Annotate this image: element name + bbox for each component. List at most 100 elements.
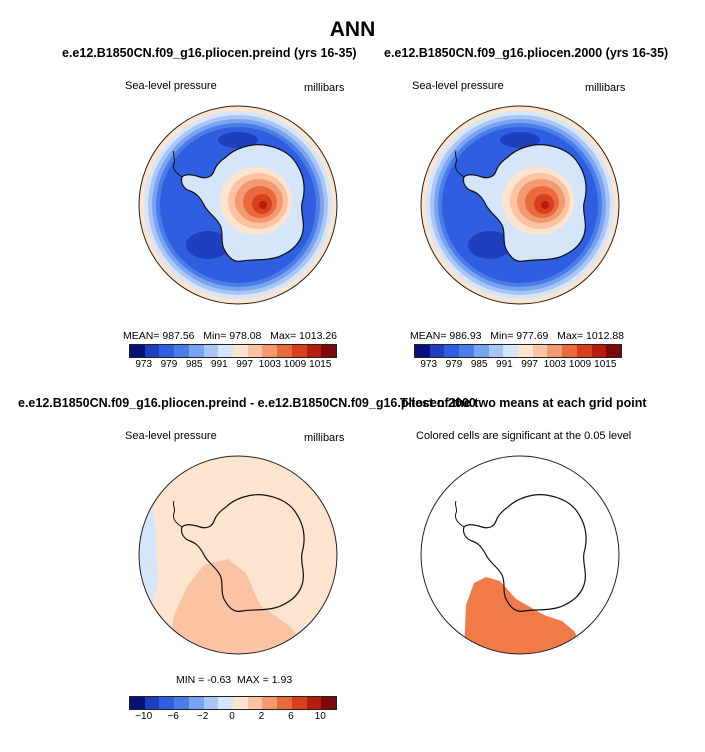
min-value: -0.63	[207, 674, 232, 686]
peninsula-coastline	[454, 500, 465, 528]
colorbar-swatch	[247, 697, 263, 709]
map-boundary	[138, 105, 338, 305]
colorbar-tick-label: 1003	[258, 359, 281, 370]
colorbar-swatch	[144, 697, 160, 709]
colorbar-swatch	[306, 345, 322, 357]
colorbar-swatch	[159, 345, 175, 357]
units-label: millibars	[304, 432, 345, 444]
colorbar	[129, 696, 337, 710]
colorbar-swatch	[321, 697, 337, 709]
antarctica-coastline-icon	[180, 144, 305, 262]
mean-value: 986.93	[449, 330, 482, 342]
low-pressure-cell	[186, 231, 230, 259]
colorbar-swatch	[291, 697, 307, 709]
colorbar-swatch	[415, 345, 430, 357]
antarctica-coastline-icon	[180, 494, 305, 612]
low-pressure-cell	[468, 231, 512, 259]
peninsula-coastline	[172, 500, 183, 528]
colorbar-swatch	[291, 345, 307, 357]
max-label: Max=	[557, 330, 584, 342]
colorbar-swatch	[233, 345, 248, 357]
colorbar-tick-label: 1009	[283, 359, 307, 370]
colorbar-tick-label: 6	[288, 711, 294, 722]
main-title: ANN	[329, 18, 376, 41]
colorbar-swatch	[277, 697, 292, 709]
high-pressure-core	[259, 201, 267, 209]
colorbar-swatch	[547, 345, 563, 357]
colorbar-swatch	[576, 345, 592, 357]
mean-label: MEAN=	[410, 330, 447, 342]
colorbar-swatch	[532, 345, 548, 357]
low-pressure-cell	[500, 132, 540, 148]
ttest-significance-map	[420, 455, 620, 655]
high-pressure-core	[541, 201, 549, 209]
slp-map-preind	[138, 105, 338, 305]
variable-label: Sea-level pressure	[125, 430, 217, 442]
map-boundary	[420, 105, 620, 305]
colorbar-swatch	[188, 345, 204, 357]
colorbar-swatch	[159, 697, 175, 709]
colorbar-swatch	[606, 345, 622, 357]
colorbar	[414, 344, 622, 358]
colorbar-swatch	[488, 345, 504, 357]
max-value: 1.93	[271, 674, 293, 686]
colorbar-swatch	[218, 345, 234, 357]
colorbar-swatch	[174, 345, 189, 357]
colorbar-swatch	[518, 345, 533, 357]
max-label: Max=	[270, 330, 297, 342]
max-value: 1013.26	[299, 330, 338, 342]
colorbar-swatch	[203, 345, 219, 357]
colorbar-tick-label: 985	[470, 359, 488, 370]
colorbar-swatch	[321, 345, 337, 357]
map-boundary	[420, 455, 620, 655]
colorbar-swatch	[306, 697, 322, 709]
colorbar-tick-label: 1015	[594, 359, 617, 370]
significance-note: Colored cells are significant at the 0.0…	[416, 430, 632, 442]
colorbar-swatch	[262, 697, 278, 709]
min-value: 977.69	[516, 330, 549, 342]
positive-difference-region	[168, 559, 308, 654]
max-value: 1012.88	[586, 330, 625, 342]
colorbar-tick-label: 997	[236, 359, 253, 370]
colorbar-swatch	[262, 345, 278, 357]
colorbar	[129, 344, 337, 358]
colorbar-swatch	[473, 345, 489, 357]
peninsula-coastline	[172, 150, 183, 178]
max-label: MAX =	[237, 674, 269, 686]
colorbar-swatch	[188, 697, 204, 709]
units-label: millibars	[304, 82, 345, 94]
colorbar-tick-label: 997	[521, 359, 538, 370]
colorbar-tick-label: 2	[258, 711, 265, 722]
colorbar-swatch	[444, 345, 460, 357]
colorbar-tick-label: 991	[496, 359, 513, 370]
colorbar-tick-label: −10	[135, 711, 153, 722]
colorbar-tick-label: −2	[196, 711, 209, 722]
colorbar-swatch	[218, 697, 234, 709]
map-boundary	[138, 455, 338, 655]
stats-line: MIN = -0.63 MAX = 1.93	[176, 674, 292, 686]
colorbar-tick-label: 1009	[568, 359, 592, 370]
units-label: millibars	[585, 82, 626, 94]
colorbar-tick-label: 973	[135, 359, 153, 370]
colorbar-swatch	[174, 697, 189, 709]
colorbar-swatch	[429, 345, 445, 357]
colorbar-tick-label: 1003	[543, 359, 566, 370]
colorbar-tick-label: 991	[211, 359, 228, 370]
colorbar-swatch	[233, 697, 248, 709]
colorbar-swatch	[503, 345, 519, 357]
variable-label: Sea-level pressure	[412, 80, 504, 92]
colorbar-tick-label: 979	[160, 359, 178, 370]
colorbar-swatch	[203, 697, 219, 709]
min-label: Min=	[490, 330, 514, 342]
colorbar-swatch	[130, 345, 145, 357]
colorbar-tick-label: 1015	[309, 359, 332, 370]
slp-map-2000	[420, 105, 620, 305]
stats-line: MEAN= 987.56 Min= 978.08 Max= 1013.26	[123, 330, 337, 342]
low-pressure-cell	[218, 132, 258, 148]
slp-difference-map	[138, 455, 338, 655]
colorbar-swatch	[144, 345, 160, 357]
min-label: Min=	[203, 330, 227, 342]
colorbar-tick-label: 10	[314, 711, 326, 722]
significant-cells	[464, 577, 582, 654]
colorbar-tick-label: −6	[167, 711, 179, 722]
